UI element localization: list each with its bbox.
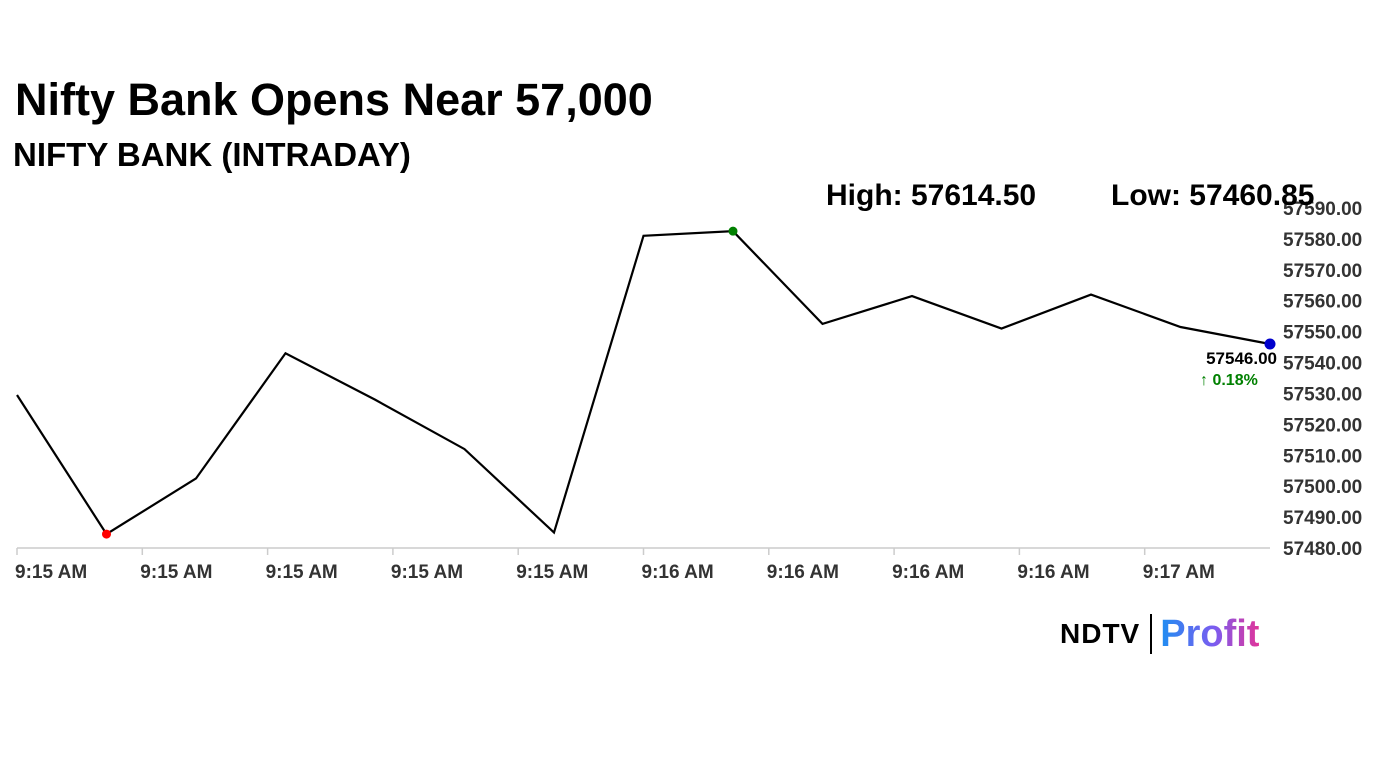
y-tick-label: 57550.00 bbox=[1283, 323, 1362, 344]
x-tick-label: 9:15 AM bbox=[140, 562, 212, 583]
x-tick-label: 9:15 AM bbox=[516, 562, 588, 583]
headline: Nifty Bank Opens Near 57,000 bbox=[15, 74, 653, 125]
logo-product: Profit bbox=[1160, 612, 1260, 655]
x-tick-label: 9:15 AM bbox=[266, 562, 338, 583]
y-tick-label: 57570.00 bbox=[1283, 261, 1362, 282]
y-tick-label: 57530.00 bbox=[1283, 384, 1362, 405]
y-tick-label: 57500.00 bbox=[1283, 477, 1362, 498]
chart-subtitle: NIFTY BANK (INTRADAY) bbox=[13, 136, 411, 173]
x-tick-label: 9:17 AM bbox=[1143, 562, 1215, 583]
logo-divider bbox=[1150, 614, 1153, 654]
y-tick-label: 57490.00 bbox=[1283, 508, 1362, 529]
y-tick-label: 57590.00 bbox=[1283, 199, 1362, 220]
x-tick-label: 9:15 AM bbox=[391, 562, 463, 583]
x-tick-label: 9:16 AM bbox=[892, 562, 964, 583]
x-tick-label: 9:16 AM bbox=[767, 562, 839, 583]
last-point-marker bbox=[1264, 338, 1276, 350]
low-point-marker bbox=[102, 529, 111, 539]
high-point-marker bbox=[728, 226, 738, 236]
change-percent-label: ↑ 0.18% bbox=[1200, 372, 1258, 389]
low-value: Low: 57460.85 bbox=[1111, 179, 1315, 212]
y-tick-label: 57540.00 bbox=[1283, 354, 1362, 375]
x-tick-label: 9:16 AM bbox=[642, 562, 714, 583]
last-value-label: 57546.00 bbox=[1206, 349, 1277, 368]
high-value: High: 57614.50 bbox=[826, 179, 1037, 212]
y-tick-label: 57560.00 bbox=[1283, 292, 1362, 313]
y-tick-label: 57580.00 bbox=[1283, 230, 1362, 251]
x-tick-label: 9:15 AM bbox=[15, 562, 87, 583]
y-tick-label: 57480.00 bbox=[1283, 539, 1362, 560]
ndtv-profit-logo: NDTV Profit bbox=[1060, 612, 1259, 656]
y-tick-label: 57510.00 bbox=[1283, 446, 1362, 467]
series-line bbox=[16, 230, 1271, 536]
logo-brand: NDTV bbox=[1060, 618, 1141, 649]
x-tick-label: 9:16 AM bbox=[1017, 562, 1089, 583]
y-tick-label: 57520.00 bbox=[1283, 415, 1362, 436]
